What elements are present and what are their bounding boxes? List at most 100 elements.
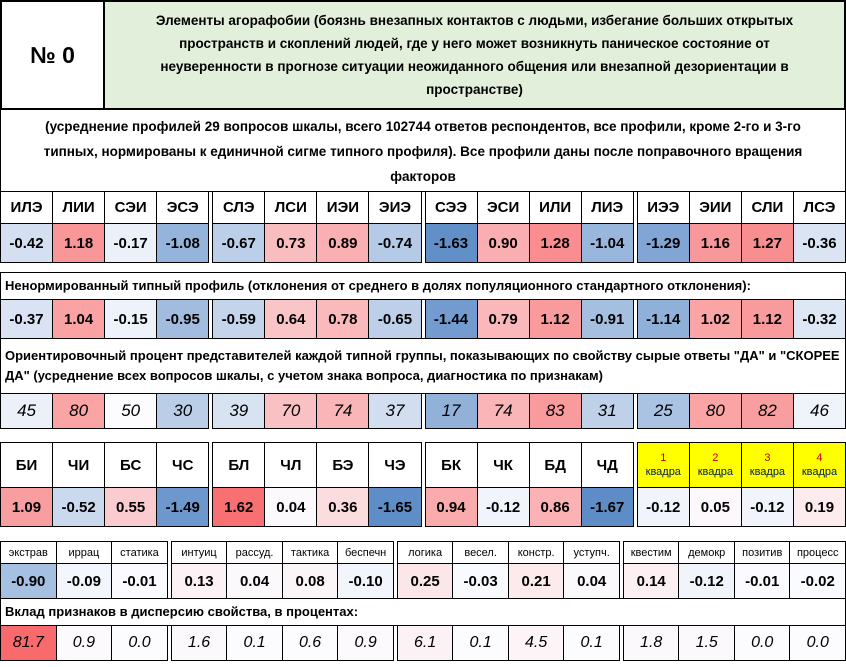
cell-group: 25 80 82 46 [636, 393, 846, 429]
function-value-cell: 1.09 [1, 488, 53, 526]
raw-profile-note: Ненормированный типный профиль (отклонен… [0, 272, 846, 300]
type-name-cell: ЭИЭ [368, 192, 421, 223]
function-value-cell: -0.12 [637, 488, 689, 526]
trait-value-cell: 0.04 [226, 564, 282, 598]
trait-value-cell: 0.25 [397, 564, 453, 598]
percent-value-cell: 17 [425, 394, 477, 428]
normalized-value-cell: 0.89 [316, 224, 369, 262]
function-name-cell: 1 квадра [637, 443, 689, 487]
function-value-cell: -0.52 [52, 488, 105, 526]
function-name-cell: ЧК [476, 443, 529, 487]
normalized-value-cell: -0.36 [792, 224, 845, 262]
contribution-value-cell: 1.6 [171, 626, 227, 660]
type-name-cell: ИЛЭ [1, 192, 53, 223]
function-value-cell: -0.12 [740, 488, 793, 526]
function-names-row: БИ ЧИ БС ЧС БЛ ЧЛ БЭ ЧЭ БК ЧК БД ЧД 1 квадра 2 квадра 3 к… [0, 442, 846, 488]
cell-group: -1.44 0.79 1.12 -0.91 [424, 299, 634, 339]
type-name-cell: ЭСЭ [156, 192, 209, 223]
trait-value-cell: 0.14 [623, 564, 679, 598]
cell-group: СЭЭ ЭСИ ИЛИ ЛИЭ [424, 191, 634, 224]
percent-value-cell: 82 [740, 394, 793, 428]
trait-name-cell: квестим [623, 542, 679, 563]
cell-group: -1.63 0.90 1.28 -1.04 [424, 223, 634, 263]
contribution-value-cell: 81.7 [1, 626, 56, 660]
cell-group: -0.37 1.04 -0.15 -0.95 [0, 299, 210, 339]
type-name-cell: СЭЭ [425, 192, 477, 223]
normalized-value-cell: 1.27 [740, 224, 793, 262]
cell-group: -1.14 1.02 1.12 -0.32 [636, 299, 846, 339]
cell-group: -1.29 1.16 1.27 -0.36 [636, 223, 846, 263]
trait-name-cell: интуиц [171, 542, 227, 563]
normalized-value-cell: 1.16 [688, 224, 741, 262]
cell-group: 81.7 0.9 0.0 [0, 625, 168, 661]
contribution-value-cell: 1.5 [678, 626, 734, 660]
function-value-cell: 0.86 [528, 488, 581, 526]
contribution-value-cell: 6.1 [397, 626, 453, 660]
quadra-label: квадра [749, 466, 786, 478]
trait-value-cell: 0.08 [281, 564, 338, 598]
raw-value-cell: 1.12 [740, 300, 793, 338]
cell-group: логика весел. констр. уступч. [396, 541, 620, 564]
cell-group: ИЭЭ ЭИИ СЛИ ЛСЭ [636, 191, 846, 224]
trait-value-cell: -0.02 [789, 564, 845, 598]
percent-value-cell: 37 [368, 394, 421, 428]
function-name-cell: ЧЛ [264, 443, 317, 487]
contribution-value-cell: 0.9 [55, 626, 112, 660]
normalized-value-cell: 0.90 [476, 224, 529, 262]
function-value-cell: 0.05 [688, 488, 741, 526]
quadra-label: квадра [801, 466, 838, 478]
trait-value-cell: -0.01 [111, 564, 167, 598]
trait-name-cell: статика [111, 542, 167, 563]
quadra-number: 4 [816, 451, 823, 464]
trait-name-cell: уступч. [563, 542, 619, 563]
normalized-value-cell: -1.08 [156, 224, 209, 262]
contribution-value-cell: 0.0 [111, 626, 167, 660]
trait-value-cell: -0.12 [678, 564, 734, 598]
raw-value-cell: 0.78 [316, 300, 369, 338]
quadra-number: 3 [764, 451, 771, 464]
contribution-note: Вклад признаков в дисперсию свойства, в … [0, 598, 846, 626]
function-name-cell: БД [528, 443, 581, 487]
cell-group: БИ ЧИ БС ЧС [0, 442, 210, 488]
raw-value-cell: 1.12 [528, 300, 581, 338]
function-value-cell: 0.55 [104, 488, 157, 526]
type-raw-values-row: -0.37 1.04 -0.15 -0.95 -0.59 0.64 0.78 -0.65 -1.… [0, 299, 846, 339]
trait-name-cell: иррац [55, 542, 112, 563]
section-gap [0, 263, 846, 272]
cell-group: 39 70 74 37 [212, 393, 422, 429]
cell-group: СЛЭ ЛСИ ИЭИ ЭИЭ [212, 191, 422, 224]
cell-group: 0.25 -0.03 0.21 0.04 [396, 563, 620, 599]
trait-value-cell: -0.01 [733, 564, 790, 598]
function-value-cell: 1.62 [213, 488, 265, 526]
function-name-cell: ЧС [156, 443, 209, 487]
raw-value-cell: -0.37 [1, 300, 53, 338]
contribution-value-cell: 0.0 [733, 626, 790, 660]
type-names-row: ИЛЭ ЛИИ СЭИ ЭСЭ СЛЭ ЛСИ ИЭИ ЭИЭ СЭЭ ЭСИ ИЛИ ЛИЭ ИЭЭ Э… [0, 191, 846, 224]
cell-group: 1 квадра 2 квадра 3 квадра 4 квадра [636, 442, 846, 488]
quadra-label: квадра [645, 466, 681, 478]
type-name-cell: ЛИЭ [580, 192, 633, 223]
trait-value-cell: 0.21 [507, 564, 564, 598]
percent-value-cell: 83 [528, 394, 581, 428]
function-name-cell: 2 квадра [688, 443, 741, 487]
type-name-cell: СЭИ [104, 192, 157, 223]
contribution-value-cell: 4.5 [507, 626, 564, 660]
function-name-cell: БЛ [213, 443, 265, 487]
trait-value-cell: 0.04 [563, 564, 619, 598]
quadra-label: квадра [697, 466, 733, 478]
normalized-value-cell: -1.29 [637, 224, 689, 262]
raw-value-cell: -0.91 [580, 300, 633, 338]
trait-value-cell: -0.09 [55, 564, 112, 598]
percent-value-cell: 74 [476, 394, 529, 428]
function-values-row: 1.09 -0.52 0.55 -1.49 1.62 0.04 0.36 -1.65 0.94-… [0, 487, 846, 527]
function-name-cell: ЧД [580, 443, 633, 487]
raw-value-cell: 0.79 [476, 300, 529, 338]
function-value-cell: 0.04 [264, 488, 317, 526]
contribution-value-cell: 0.1 [563, 626, 619, 660]
raw-value-cell: -1.44 [425, 300, 477, 338]
percent-note: Ориентировочный процент представителей к… [0, 338, 846, 394]
function-value-cell: -1.67 [580, 488, 633, 526]
type-name-cell: СЛЭ [213, 192, 265, 223]
type-name-cell: ИЛИ [528, 192, 581, 223]
percent-value-cell: 30 [156, 394, 209, 428]
